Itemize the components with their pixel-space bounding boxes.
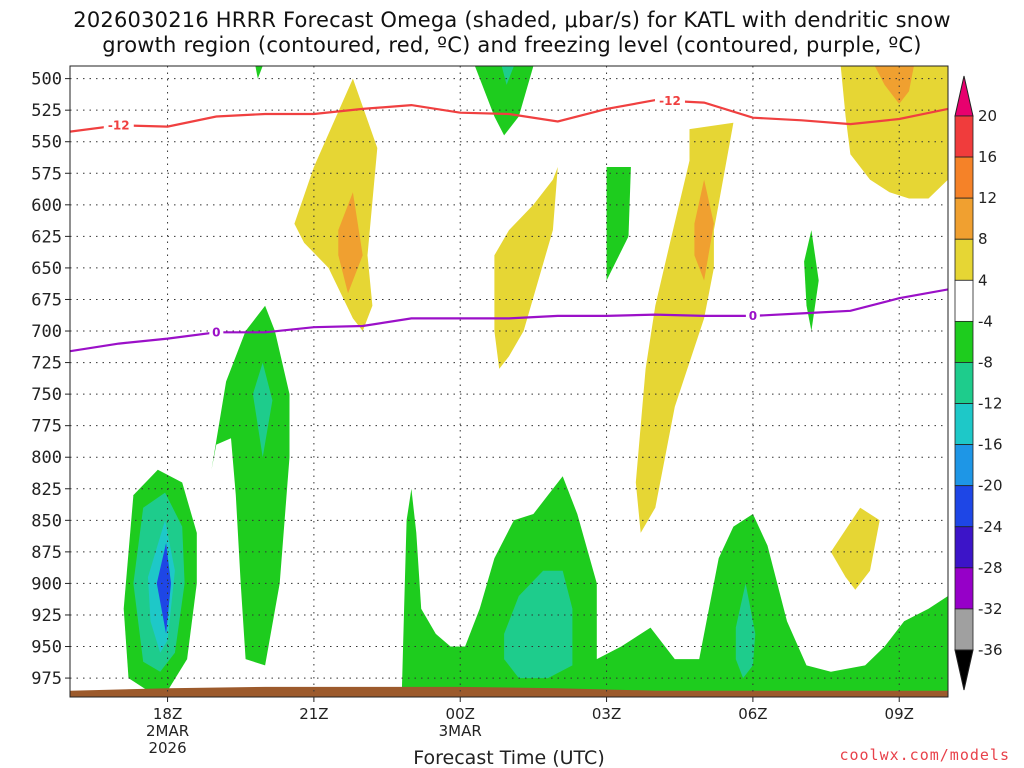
omega-green-top2: [474, 66, 534, 136]
colorbar-segment: [954, 608, 974, 651]
dgz-minus12-label-bg: [654, 92, 685, 107]
colorbar: 20 16 12 8 4 -4 -8 -12 -16 -20 -24 -28 -32 -36: [954, 75, 1003, 691]
colorbar-segment: [954, 362, 974, 404]
colorbar-label: 12: [978, 189, 997, 207]
freezing-level-0-label: 0: [212, 325, 220, 339]
omega-green-cell3: [804, 230, 819, 331]
y-tick-label: 700: [31, 322, 62, 342]
colorbar-label: -8: [978, 353, 993, 371]
colorbar-label: -28: [978, 559, 1003, 577]
colorbar-segment: [954, 485, 974, 528]
chart-title-line2: growth region (contoured, red, ºC) and f…: [102, 33, 922, 57]
y-tick-label: 925: [31, 606, 62, 626]
colorbar-label: 20: [978, 107, 997, 125]
y-tick-label: 975: [31, 669, 62, 689]
dgz-minus12-line: [70, 98, 948, 133]
colorbar-segment: [954, 320, 974, 363]
colorbar-segment: [954, 238, 974, 281]
y-tick-label: 950: [31, 638, 62, 658]
colorbar-segment: [954, 156, 974, 199]
colorbar-segment: [954, 403, 974, 446]
x-tick-label: 00Z: [446, 705, 475, 723]
omega-green-mid: [211, 305, 290, 666]
colorbar-label: 8: [978, 230, 988, 248]
y-tick-label: 825: [31, 480, 62, 500]
colorbar-label: 16: [978, 148, 997, 166]
dgz-minus12-label-bg: [103, 117, 134, 132]
omega-teal-top2: [501, 66, 514, 85]
colorbar-segment: [954, 197, 974, 240]
omega-orange-topright: [874, 66, 914, 104]
y-tick-label: 550: [31, 133, 62, 153]
x-tick-label: 3MAR: [439, 722, 482, 740]
freezing-level-0-label: 0: [749, 309, 757, 323]
grid: [70, 66, 948, 697]
pressure-axis: 500 525 550 575 600 625 650 675 700 725 750 775 800 8…: [31, 70, 70, 689]
x-tick-label: 2MAR: [146, 722, 189, 740]
omega-green-cell2: [606, 167, 631, 281]
chart-title-line1: 2026030216 HRRR Forecast Omega (shaded, …: [73, 8, 951, 32]
omega-orange-cell3: [694, 179, 714, 281]
colorbar-segment: [954, 115, 974, 158]
omega-teal-bottom2: [735, 583, 756, 679]
shaded-regions: [70, 66, 948, 697]
y-tick-label: 625: [31, 227, 62, 247]
colorbar-label: -32: [978, 600, 1003, 618]
colorbar-label: -36: [978, 641, 1003, 659]
chart-title: 2026030216 HRRR Forecast Omega (shaded, …: [0, 8, 1024, 58]
credit-text: coolwx.com/models: [839, 746, 1010, 764]
x-tick-label: 03Z: [592, 705, 621, 723]
colorbar-segment: [954, 567, 974, 610]
colorbar-label: -4: [978, 312, 993, 330]
omega-green-top: [255, 66, 263, 79]
y-tick-label: 775: [31, 417, 62, 437]
colorbar-segment: [954, 444, 974, 487]
freezing-level-0-label-bg: [209, 324, 224, 339]
omega-yellow-cell1: [294, 78, 378, 331]
contour-lines: -12 -12 0 0: [70, 92, 948, 353]
dgz-minus12-label: -12: [108, 118, 130, 132]
y-tick-label: 875: [31, 543, 62, 563]
y-tick-label: 900: [31, 574, 62, 594]
y-tick-label: 675: [31, 290, 62, 310]
terrain-ground: [70, 686, 948, 697]
y-tick-label: 600: [31, 196, 62, 216]
y-tick-label: 850: [31, 511, 62, 531]
omega-yellow-topright: [840, 66, 948, 199]
plot-frame: [69, 65, 949, 698]
colorbar-segment: [954, 279, 974, 322]
x-tick-label: 21Z: [299, 705, 328, 723]
x-tick-label: 09Z: [885, 705, 914, 723]
omega-yellow-lowright: [830, 507, 880, 590]
x-tick-label: 18Z: [153, 705, 182, 723]
y-tick-label: 650: [31, 259, 62, 279]
colorbar-label: -20: [978, 477, 1003, 495]
y-tick-label: 800: [31, 448, 62, 468]
omega-green-bottom: [401, 476, 948, 697]
colorbar-label: -24: [978, 518, 1003, 536]
omega-teal-mid: [252, 362, 273, 458]
colorbar-bottom-triangle: [954, 649, 974, 691]
y-tick-label: 575: [31, 164, 62, 184]
y-tick-label: 725: [31, 354, 62, 374]
omega-yellow-cell3: [635, 122, 734, 533]
colorbar-segment: [954, 526, 974, 569]
y-tick-label: 500: [31, 70, 62, 90]
freezing-level-0-label-bg: [745, 307, 760, 322]
colorbar-top-triangle: [954, 75, 974, 117]
y-tick-label: 525: [31, 101, 62, 121]
colorbar-label: 4: [978, 271, 988, 289]
colorbar-label: -12: [978, 395, 1003, 413]
dgz-minus12-label: -12: [659, 94, 681, 108]
x-tick-label: 06Z: [738, 705, 767, 723]
colorbar-label: -16: [978, 436, 1003, 454]
x-axis-title: Forecast Time (UTC): [413, 747, 604, 768]
x-tick-label: 2026: [148, 739, 186, 757]
omega-teal-bottom1: [504, 570, 573, 679]
omega-blue-left: [156, 543, 171, 634]
y-tick-label: 750: [31, 385, 62, 405]
